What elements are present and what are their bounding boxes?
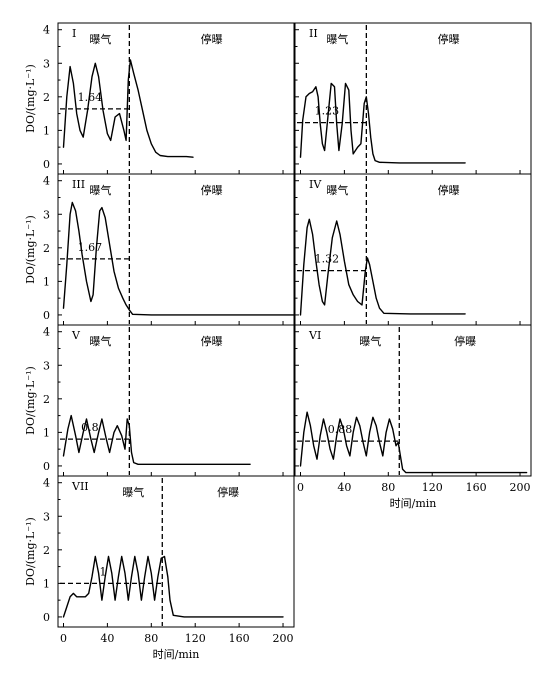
- do-series-line: [62, 59, 194, 158]
- y-tick-label: 1: [43, 124, 50, 137]
- x-tick-label: 160: [466, 481, 487, 494]
- phase-label-stop: 停曝: [438, 183, 460, 197]
- panel-II: II 曝气 停曝 1.23: [294, 22, 532, 175]
- y-axis-label: DO/(mg·L⁻¹): [24, 517, 37, 586]
- panel-VI: 0 40 80 120 160 200 VI 曝气 停曝 0.88: [294, 324, 532, 494]
- y-tick-label: 0: [43, 309, 50, 322]
- phase-label-stop: 停曝: [454, 334, 476, 348]
- mean-value-label: 1.23: [315, 105, 340, 118]
- y-tick-label: 0: [43, 158, 50, 171]
- phase-label-stop: 停曝: [201, 183, 223, 197]
- do-series-line: [299, 218, 466, 316]
- panel-frame: [294, 324, 532, 477]
- y-tick-label: 0: [43, 460, 50, 473]
- phase-label-aeration: 曝气: [326, 32, 348, 46]
- y-tick-label: 3: [43, 510, 50, 523]
- panel-label: IV: [309, 178, 322, 191]
- x-tick-label: 200: [510, 481, 531, 494]
- x-tick-label: 80: [381, 481, 395, 494]
- x-tick-label: 200: [273, 632, 294, 645]
- x-axis-label: 时间/min: [390, 497, 437, 510]
- y-axis-label: DO/(mg·L⁻¹): [24, 64, 37, 133]
- panel-label: VI: [308, 329, 321, 342]
- phase-label-stop: 停曝: [201, 334, 223, 348]
- x-tick-label: 0: [297, 481, 304, 494]
- y-tick-label: 4: [43, 326, 50, 339]
- x-tick-label: 40: [337, 481, 351, 494]
- panel-label: II: [309, 27, 318, 40]
- x-tick-label: 160: [229, 632, 250, 645]
- phase-label-aeration: 曝气: [89, 183, 111, 197]
- panel-IV: IV 曝气 停曝 1.32: [294, 173, 532, 326]
- mean-value-label: 1.32: [315, 253, 340, 266]
- y-tick-label: 4: [43, 477, 50, 490]
- panel-label: V: [71, 329, 81, 342]
- phase-label-aeration: 曝气: [122, 485, 144, 499]
- y-tick-label: 4: [43, 175, 50, 188]
- y-tick-label: 1: [43, 275, 50, 288]
- y-tick-label: 2: [43, 242, 50, 255]
- mean-value-label: 0.88: [328, 423, 353, 436]
- y-axis-label: DO/(mg·L⁻¹): [24, 215, 37, 284]
- do-series-line: [62, 414, 251, 465]
- phase-label-aeration: 曝气: [89, 32, 111, 46]
- do-series-line: [62, 555, 284, 618]
- y-tick-label: 3: [43, 208, 50, 221]
- y-tick-label: 1: [43, 426, 50, 439]
- phase-label-stop: 停曝: [217, 485, 239, 499]
- y-tick-label: 3: [43, 57, 50, 70]
- mean-value-label: 1: [100, 565, 107, 578]
- y-tick-label: 1: [43, 577, 50, 590]
- x-tick-label: 0: [60, 632, 67, 645]
- do-series-line: [62, 201, 295, 316]
- phase-label-aeration: 曝气: [359, 334, 381, 348]
- panel-label: III: [72, 178, 85, 191]
- x-axis-label: 时间/min: [153, 648, 200, 661]
- x-tick-label: 120: [185, 632, 206, 645]
- y-tick-label: 2: [43, 393, 50, 406]
- y-tick-label: 2: [43, 91, 50, 104]
- do-series-line: [299, 411, 528, 474]
- y-tick-label: 0: [43, 611, 50, 624]
- panel-label: VII: [71, 480, 89, 493]
- y-tick-label: 3: [43, 359, 50, 372]
- y-tick-label: 4: [43, 24, 50, 37]
- panel-frame: [57, 475, 295, 628]
- do-series-line: [299, 82, 466, 164]
- x-tick-label: 80: [144, 632, 158, 645]
- x-tick-label: 40: [100, 632, 114, 645]
- y-tick-label: 2: [43, 544, 50, 557]
- panel-label: I: [72, 27, 76, 40]
- phase-label-aeration: 曝气: [89, 334, 111, 348]
- phase-label-stop: 停曝: [201, 32, 223, 46]
- phase-label-stop: 停曝: [438, 32, 460, 46]
- x-tick-label: 120: [422, 481, 443, 494]
- phase-label-aeration: 曝气: [326, 183, 348, 197]
- y-axis-label: DO/(mg·L⁻¹): [24, 366, 37, 435]
